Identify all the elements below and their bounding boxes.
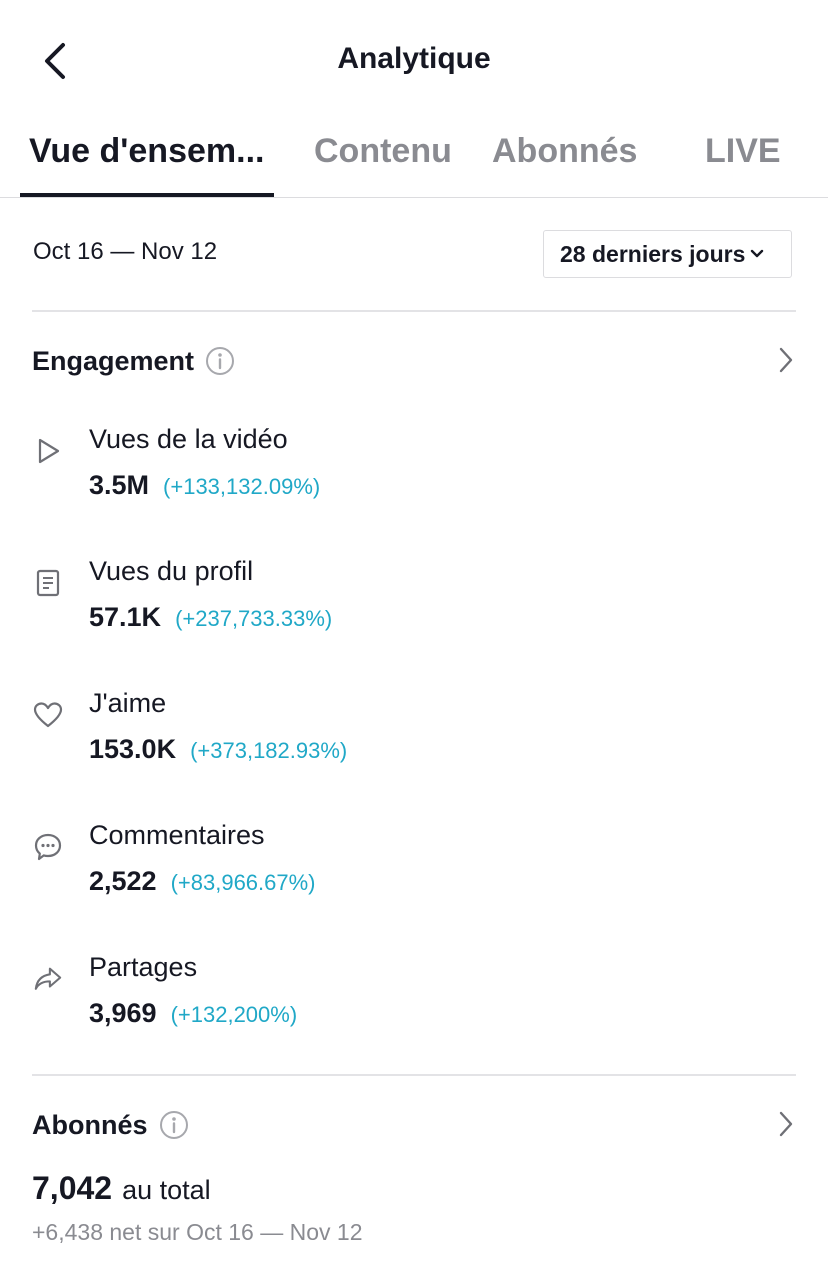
followers-total: 7,042 au total (32, 1170, 211, 1207)
back-button[interactable] (30, 38, 80, 84)
metric-value: 3.5M (89, 470, 150, 500)
metric-change: (+132,200%) (170, 1002, 298, 1027)
followers-total-suffix: au total (122, 1175, 211, 1205)
info-icon[interactable] (204, 345, 236, 377)
info-icon[interactable] (158, 1109, 190, 1141)
date-range-text: Oct 16 — Nov 12 (33, 238, 218, 265)
metric-value: 2,522 (89, 866, 157, 896)
metric-label: Commentaires (89, 820, 265, 850)
metric-comments[interactable]: Commentaires 2,522 (+83,966.67%) (0, 820, 828, 930)
metric-likes[interactable]: J'aime 153.0K (+373,182.93%) (0, 688, 828, 798)
metric-change: (+83,966.67%) (170, 870, 316, 895)
metric-change: (+133,132.09%) (163, 474, 321, 499)
comment-icon (33, 832, 63, 862)
play-icon (33, 436, 63, 466)
tab-followers[interactable]: Abonnés (492, 132, 638, 170)
date-range-select-label: 28 derniers jours (560, 240, 746, 267)
divider (32, 1074, 796, 1076)
page-title: Analytique (337, 42, 491, 75)
metric-label: J'aime (89, 688, 167, 718)
chevron-left-icon (45, 43, 65, 79)
heart-icon (33, 700, 63, 730)
metric-shares[interactable]: Partages 3,969 (+132,200%) (0, 952, 828, 1062)
chevron-right-icon (779, 1111, 793, 1137)
metric-value: 153.0K (89, 734, 177, 764)
date-range-select[interactable]: 28 derniers jours (543, 230, 792, 278)
tab-bar: Vue d'ensem... Contenu Abonnés LIVE (0, 120, 828, 198)
followers-more-button[interactable] (776, 1109, 796, 1139)
engagement-section-title: Engagement (32, 345, 236, 377)
metric-value-row: 2,522 (+83,966.67%) (89, 866, 316, 897)
metric-value: 57.1K (89, 602, 162, 632)
metric-video-views[interactable]: Vues de la vidéo 3.5M (+133,132.09%) (0, 424, 828, 534)
engagement-more-button[interactable] (776, 345, 796, 375)
top-bar: Analytique (0, 0, 828, 120)
divider (32, 310, 796, 312)
engagement-title-text: Engagement (32, 345, 195, 376)
metric-change: (+237,733.33%) (175, 606, 333, 631)
chevron-right-icon (779, 347, 793, 373)
followers-section-title: Abonnés (32, 1109, 190, 1141)
metric-value-row: 3,969 (+132,200%) (89, 998, 297, 1029)
metric-value: 3,969 (89, 998, 157, 1028)
metric-label: Vues de la vidéo (89, 424, 288, 454)
followers-title-text: Abonnés (32, 1109, 148, 1140)
metric-label: Vues du profil (89, 556, 254, 586)
active-tab-indicator (20, 193, 274, 197)
metric-label: Partages (89, 952, 198, 982)
metric-value-row: 3.5M (+133,132.09%) (89, 470, 320, 501)
metric-value-row: 57.1K (+237,733.33%) (89, 602, 332, 633)
metric-value-row: 153.0K (+373,182.93%) (89, 734, 347, 765)
chevron-down-icon (749, 248, 765, 260)
followers-total-value: 7,042 (32, 1170, 113, 1206)
metric-profile-views[interactable]: Vues du profil 57.1K (+237,733.33%) (0, 556, 828, 666)
share-icon (33, 964, 63, 994)
profile-page-icon (33, 568, 63, 598)
metric-change: (+373,182.93%) (190, 738, 348, 763)
followers-net-text: +6,438 net sur Oct 16 — Nov 12 (32, 1219, 363, 1245)
tab-content[interactable]: Contenu (314, 132, 452, 170)
tab-overview[interactable]: Vue d'ensem... (29, 132, 265, 170)
tab-live[interactable]: LIVE (705, 132, 781, 170)
